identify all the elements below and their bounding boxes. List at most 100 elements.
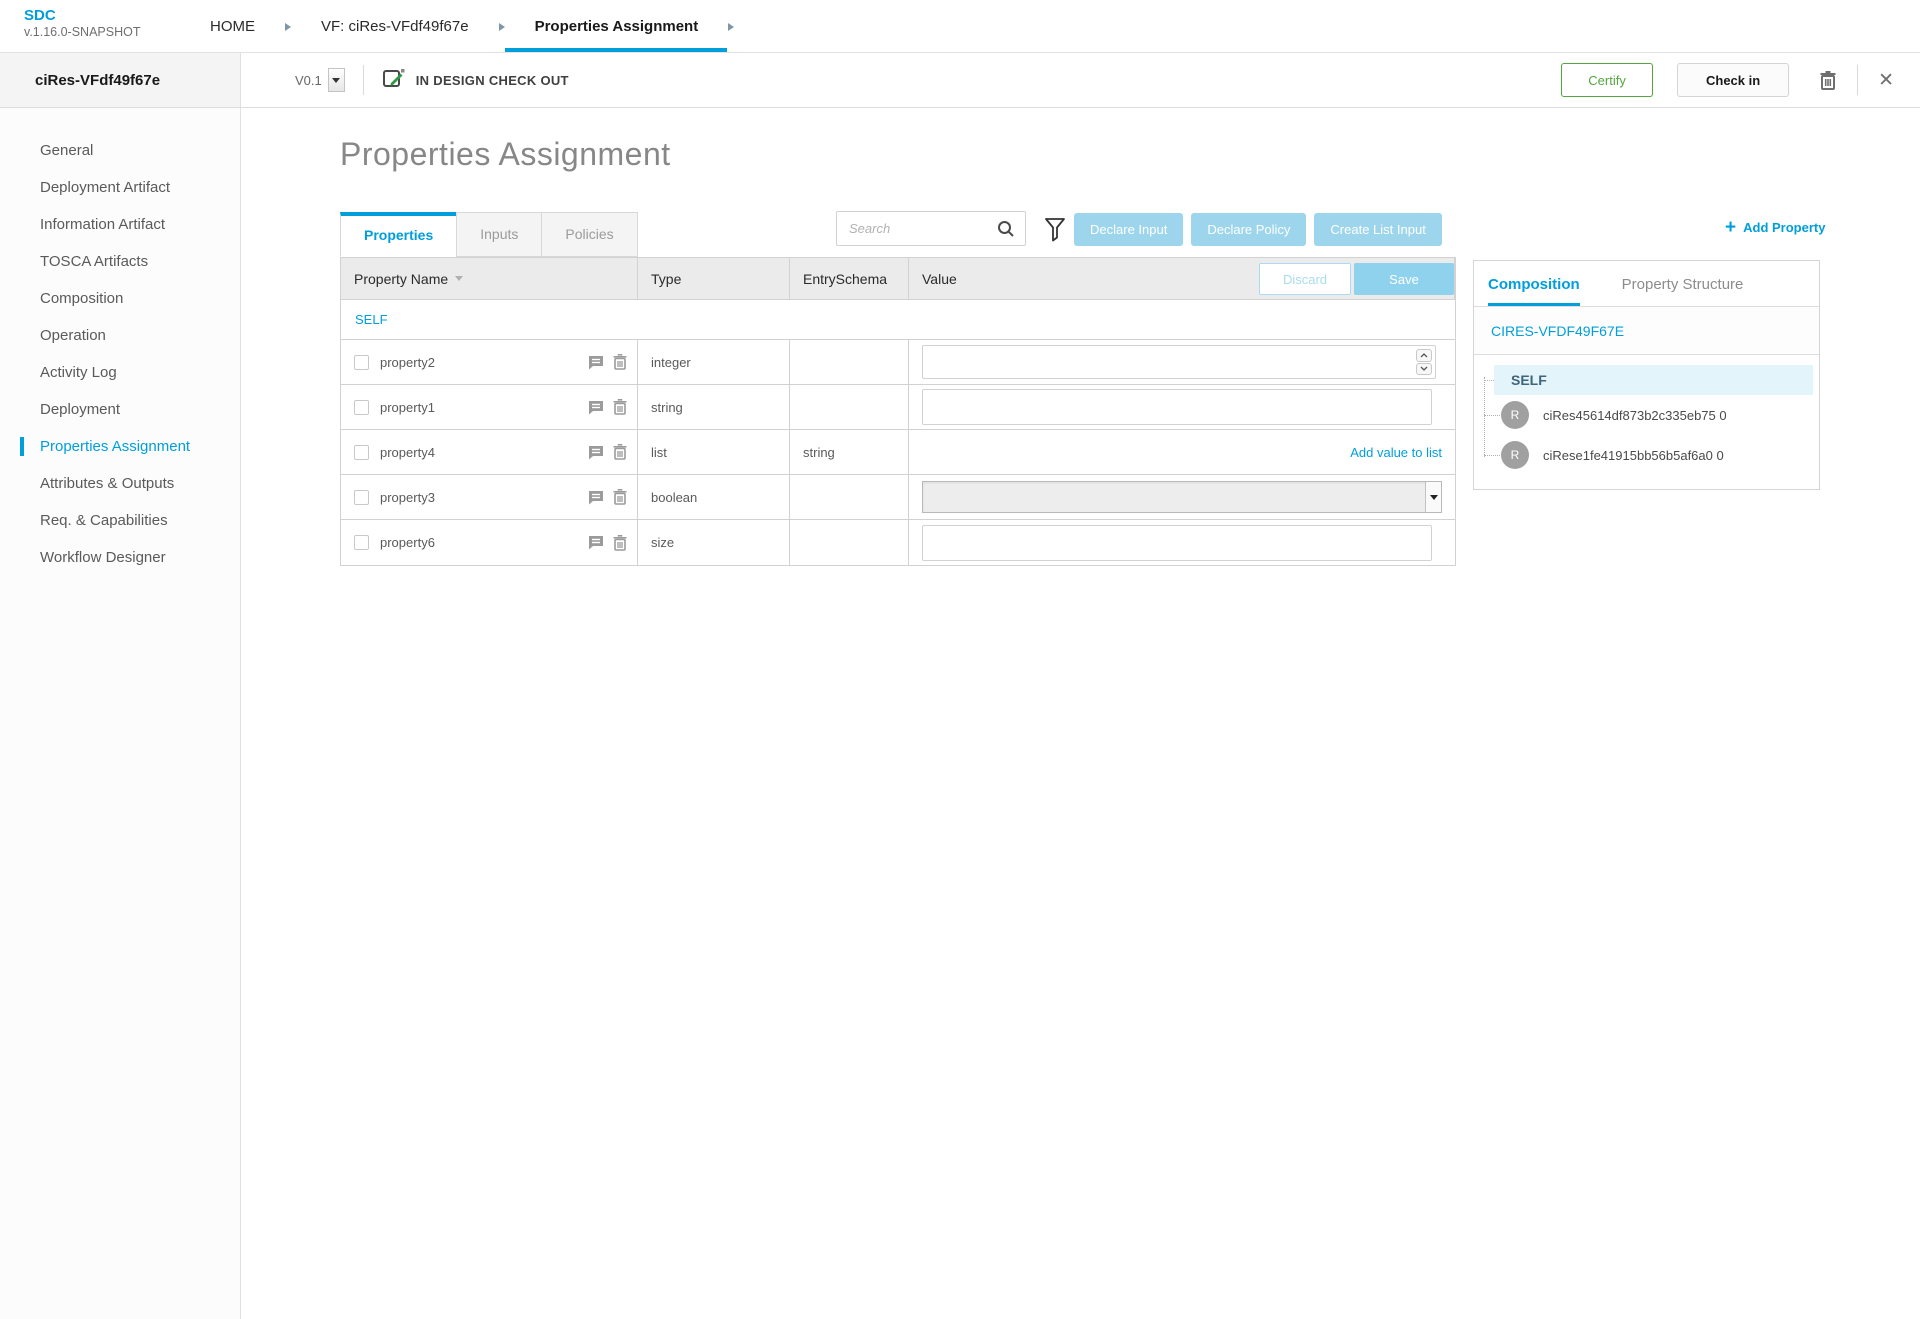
- tab-policies[interactable]: Policies: [541, 212, 638, 257]
- property-value-cell: Add value to list: [909, 430, 1455, 474]
- property-value-text-input[interactable]: [922, 389, 1432, 425]
- search-box: [836, 211, 1026, 246]
- property-name-cell: property2: [341, 340, 638, 384]
- declare-input-button[interactable]: Declare Input: [1074, 213, 1184, 246]
- sidebar-item-composition[interactable]: Composition: [40, 290, 124, 307]
- tree-line: [1484, 377, 1485, 457]
- create-list-input-button[interactable]: Create List Input: [1314, 213, 1442, 246]
- breadcrumb-properties-assignment[interactable]: Properties Assignment: [534, 18, 699, 35]
- save-button[interactable]: Save: [1354, 263, 1454, 295]
- check-in-button[interactable]: Check in: [1677, 63, 1790, 97]
- property-name: property6: [380, 535, 435, 550]
- delete-trash-icon[interactable]: [613, 354, 627, 370]
- breadcrumb-arrow-icon: [285, 22, 291, 31]
- search-icon[interactable]: [997, 220, 1015, 243]
- lifecycle-state-label: IN DESIGN CHECK OUT: [415, 72, 569, 88]
- row-checkbox[interactable]: [354, 444, 369, 460]
- row-checkbox[interactable]: [354, 535, 369, 550]
- property-value-number-input[interactable]: [922, 345, 1436, 379]
- comment-bubble-icon[interactable]: [588, 535, 604, 550]
- delete-trash-icon[interactable]: [613, 444, 627, 460]
- filter-funnel-icon[interactable]: [1044, 217, 1066, 248]
- column-header-property-name[interactable]: Property Name: [341, 258, 638, 299]
- boolean-select[interactable]: [922, 481, 1442, 513]
- edit-pencil-icon: [382, 66, 406, 94]
- add-property-button[interactable]: + Add Property: [1725, 218, 1825, 237]
- number-input-wrap: [922, 345, 1436, 379]
- property-value-cell: [909, 520, 1455, 565]
- sdc-version-text: v.1.16.0-SNAPSHOT: [24, 25, 141, 39]
- breadcrumb: HOME VF: ciRes-VFdf49f67e Properties Ass…: [210, 0, 764, 53]
- delete-trash-icon[interactable]: [1819, 70, 1837, 90]
- breadcrumb-home[interactable]: HOME: [210, 18, 255, 35]
- breadcrumb-arrow-icon: [728, 22, 735, 31]
- sidebar-item-deployment[interactable]: Deployment: [40, 401, 121, 418]
- composition-component-name[interactable]: CIRES-VFDF49F67E: [1474, 307, 1819, 355]
- workspace-header: V0.1 IN DESIGN CHECK OUT Certify Check i…: [241, 53, 1920, 108]
- tree-node-instance[interactable]: R ciRes45614df873b2c335eb75 0: [1474, 395, 1819, 435]
- column-header-label: Property Name: [354, 270, 449, 287]
- sidebar-item-workflow-designer[interactable]: Workflow Designer: [40, 549, 166, 566]
- property-name-cell: property4: [341, 430, 638, 474]
- tab-inputs[interactable]: Inputs: [456, 212, 543, 257]
- chevron-down-icon: [332, 77, 341, 83]
- sidebar-item-information-artifact[interactable]: Information Artifact: [40, 216, 166, 233]
- delete-trash-icon[interactable]: [613, 489, 627, 505]
- table-row: property2 integer: [341, 340, 1455, 385]
- sidebar-item-properties-assignment[interactable]: Properties Assignment: [0, 428, 240, 465]
- declare-actions: Declare Input Declare Policy Create List…: [1074, 213, 1442, 246]
- sidebar-nav: General Deployment Artifact Information …: [0, 108, 240, 576]
- comment-bubble-icon[interactable]: [588, 355, 604, 370]
- row-checkbox[interactable]: [354, 354, 369, 370]
- declare-policy-button[interactable]: Declare Policy: [1191, 213, 1307, 246]
- tree-node-instance[interactable]: R ciRese1fe41915bb56b5af6a0 0: [1474, 435, 1819, 475]
- property-name: property2: [380, 354, 435, 370]
- column-header-value: Value: [909, 258, 1455, 299]
- tab-properties[interactable]: Properties: [340, 212, 458, 257]
- spinner-up-icon[interactable]: [1416, 349, 1432, 362]
- table-row: property6 size: [341, 520, 1455, 565]
- comment-bubble-icon[interactable]: [588, 400, 604, 415]
- property-entry-schema: [790, 385, 909, 429]
- tab-composition[interactable]: Composition: [1488, 276, 1580, 306]
- certify-button[interactable]: Certify: [1561, 63, 1654, 97]
- sidebar-item-tosca-artifacts[interactable]: TOSCA Artifacts: [40, 253, 149, 270]
- property-name: property3: [380, 489, 435, 505]
- divider: [362, 65, 364, 95]
- component-title: ciRes-VFdf49f67e: [35, 71, 161, 89]
- instance-label: ciRese1fe41915bb56b5af6a0 0: [1543, 447, 1724, 463]
- sidebar-item-deployment-artifact[interactable]: Deployment Artifact: [40, 179, 171, 196]
- delete-trash-icon[interactable]: [613, 399, 627, 415]
- search-input[interactable]: [837, 212, 1025, 245]
- row-checkbox[interactable]: [354, 489, 369, 505]
- property-value-text-input[interactable]: [922, 524, 1432, 561]
- close-icon[interactable]: ✕: [1878, 69, 1894, 91]
- table-header: Property Name Type EntrySchema Value Dis…: [341, 258, 1455, 300]
- self-group-link[interactable]: SELF: [355, 312, 388, 327]
- breadcrumb-vf[interactable]: VF: ciRes-VFdf49f67e: [321, 18, 469, 35]
- delete-trash-icon[interactable]: [613, 534, 627, 551]
- sidebar-item-general[interactable]: General: [40, 142, 94, 159]
- sidebar-item-attributes-outputs[interactable]: Attributes & Outputs: [40, 475, 175, 492]
- sdc-logo[interactable]: SDC v.1.16.0-SNAPSHOT: [24, 7, 140, 40]
- row-checkbox[interactable]: [354, 399, 369, 415]
- comment-bubble-icon[interactable]: [588, 490, 604, 505]
- composition-tree: SELF R ciRes45614df873b2c335eb75 0 R ciR…: [1474, 355, 1819, 489]
- properties-table: Property Name Type EntrySchema Value Dis…: [340, 257, 1456, 566]
- sidebar-item-activity-log[interactable]: Activity Log: [40, 364, 117, 381]
- comment-bubble-icon[interactable]: [588, 445, 604, 460]
- version-dropdown[interactable]: [327, 68, 345, 92]
- row-icons: [588, 399, 627, 415]
- row-icons: [588, 489, 627, 505]
- sidebar-item-operation[interactable]: Operation: [40, 327, 106, 344]
- tab-property-structure[interactable]: Property Structure: [1621, 276, 1744, 293]
- row-icons: [588, 354, 627, 370]
- tree-line: [1484, 415, 1500, 416]
- spinner-down-icon[interactable]: [1416, 362, 1432, 375]
- sidebar-item-req-capabilities[interactable]: Req. & Capabilities: [40, 512, 168, 529]
- tree-node-self[interactable]: SELF: [1494, 365, 1813, 395]
- discard-button[interactable]: Discard: [1259, 263, 1351, 295]
- add-value-to-list-link[interactable]: Add value to list: [1350, 444, 1442, 460]
- select-arrow-icon: [1425, 482, 1441, 512]
